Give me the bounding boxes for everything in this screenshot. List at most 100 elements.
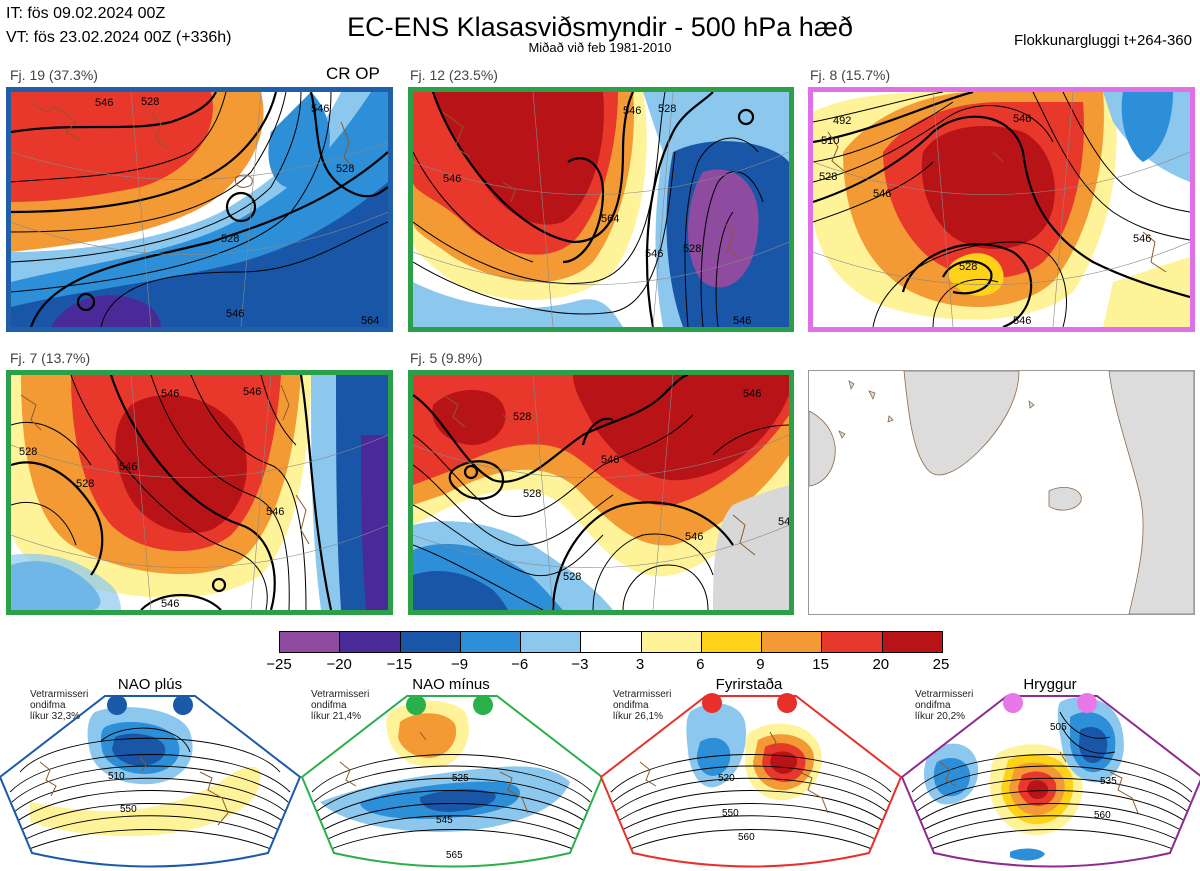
colorbar-cell	[581, 632, 642, 652]
contour-label: 546	[743, 388, 761, 400]
colorbar-tick-label: −25	[266, 656, 292, 673]
colorbar-tick-label: 20	[872, 656, 890, 673]
regime-dot	[702, 693, 722, 713]
contour-label: 528	[683, 243, 701, 255]
regime-note: Vetrarmisseri ondifma líkur 21,4%	[311, 689, 370, 722]
regime-title: NAO mínus	[412, 676, 490, 693]
contour-label: 510	[108, 771, 125, 782]
colorbar-tick-label: 15	[812, 656, 829, 673]
colorbar-tick-label: 9	[756, 656, 765, 673]
contour-label: 546	[311, 103, 329, 115]
colorbar-cell	[460, 632, 522, 652]
contour-label: 528	[513, 411, 531, 423]
contour-label: 528	[658, 103, 676, 115]
contour-label: 546	[161, 388, 179, 400]
contour-label: 545	[436, 815, 453, 826]
contour-label: 550	[120, 804, 137, 815]
colorbar-tick-label: −3	[571, 656, 589, 673]
regime-title: Fyrirstaða	[715, 676, 783, 693]
contour-label: 510	[821, 135, 839, 147]
contour-label: 546	[685, 531, 703, 543]
contour-label: 528	[819, 171, 837, 183]
contour-label: 550	[722, 808, 739, 819]
contour-label: 528	[76, 478, 94, 490]
contour-label: 546	[873, 188, 891, 200]
colorbar-cell	[822, 632, 883, 652]
regime-note: Vetrarmisseri ondifma líkur 26,1%	[613, 689, 672, 722]
regime-note: Vetrarmisseri ondifma líkur 20,2%	[915, 689, 974, 722]
regime-dot	[107, 695, 127, 715]
colorbar-cell	[340, 632, 401, 652]
regime-insets: 510 550 525 545 565	[0, 672, 1200, 871]
contour-label: 535	[1100, 776, 1117, 787]
regime-dot	[473, 695, 493, 715]
contour-label: 528	[959, 261, 977, 273]
colorbar-tick-label: −6	[511, 656, 529, 673]
contour-label: 546	[119, 461, 137, 473]
colorbar-tick-label: 3	[635, 656, 645, 673]
regime-dot	[1077, 693, 1097, 713]
contour-label: 525	[452, 773, 469, 784]
contour-label: 546	[266, 506, 284, 518]
contour-label: 546	[161, 598, 179, 610]
contour-label: 528	[141, 96, 159, 108]
cluster-map-2[interactable]: 546 528 546 564 546 528 546	[408, 87, 794, 332]
contour-label: 546	[443, 173, 461, 185]
contour-label: 546	[243, 386, 261, 398]
regime-title: NAO plús	[117, 676, 183, 693]
contour-label: 528	[336, 163, 354, 175]
colorbar-tick-label: −20	[326, 656, 352, 673]
contour-label: 528	[221, 233, 239, 245]
page-subtitle: Miðað við feb 1981-2010	[528, 40, 672, 55]
colorbar-tick-label: 6	[696, 656, 705, 673]
panel-label-2: Fj. 12 (23.5%)	[410, 67, 498, 83]
contour-label: 564	[601, 213, 619, 225]
regime-dot	[173, 695, 193, 715]
regime-note: Vetrarmisseri ondifma líkur 32,3%	[30, 689, 89, 722]
cluster-map-1[interactable]: 546 528 546 528 528 546 564	[6, 87, 393, 332]
panel-label-1: Fj. 19 (37.3%)	[10, 67, 98, 83]
contour-label: 546	[1133, 233, 1151, 245]
contour-label: 546	[226, 308, 244, 320]
colorbar-cell	[762, 632, 823, 652]
contour-label: 546	[95, 97, 113, 109]
contour-label: 505	[1050, 722, 1067, 733]
contour-label: 528	[523, 488, 541, 500]
colorbar-cell	[882, 632, 942, 652]
panel-label-3: Fj. 8 (15.7%)	[810, 67, 891, 83]
contour-label: 528	[563, 571, 581, 583]
op-marker: CR OP	[326, 64, 380, 83]
colorbar-cell	[400, 632, 461, 652]
contour-label: 546	[733, 315, 751, 327]
colorbar-tick-label: 25	[932, 656, 950, 673]
colorbar-cell	[280, 632, 341, 652]
regime-dot	[1003, 693, 1023, 713]
init-time: IT: fös 09.02.2024 00Z	[6, 5, 166, 22]
cluster-map-3[interactable]: 492 510 528 546 546 528 546 546	[808, 87, 1195, 332]
contour-label: 564	[361, 315, 379, 327]
regime-dot	[406, 695, 426, 715]
cluster-map-5[interactable]: 528 546 546 528 546 546 528	[408, 370, 794, 615]
panel-label-5: Fj. 5 (9.8%)	[410, 350, 483, 366]
reference-geography-map	[808, 370, 1195, 615]
panel-label-4: Fj. 7 (13.7%)	[10, 350, 91, 366]
colorbar	[279, 631, 943, 653]
colorbar-tick-label: −9	[450, 656, 469, 673]
regime-title: Hryggur	[1023, 676, 1077, 693]
cluster-map-4[interactable]: 546 546 528 546 528 546 546	[6, 370, 393, 615]
contour-label: 560	[1094, 810, 1111, 821]
contour-label: 546	[778, 516, 789, 528]
contour-label: 546	[1013, 113, 1031, 125]
contour-label: 520	[718, 773, 735, 784]
colorbar-tick-label: −15	[386, 656, 413, 673]
contour-label: 546	[623, 105, 641, 117]
page-title: EC-ENS Klasasviðsmyndir - 500 hPa hæð	[347, 12, 853, 42]
contour-label: 528	[19, 446, 37, 458]
contour-label: 546	[1013, 315, 1031, 327]
contour-label: 560	[738, 832, 755, 843]
colorbar-cell	[701, 632, 763, 652]
contour-label: 546	[645, 248, 663, 260]
contour-label: 565	[446, 850, 463, 861]
valid-time: VT: fös 23.02.2024 00Z (+336h)	[6, 29, 232, 46]
contour-label: 492	[833, 115, 851, 127]
